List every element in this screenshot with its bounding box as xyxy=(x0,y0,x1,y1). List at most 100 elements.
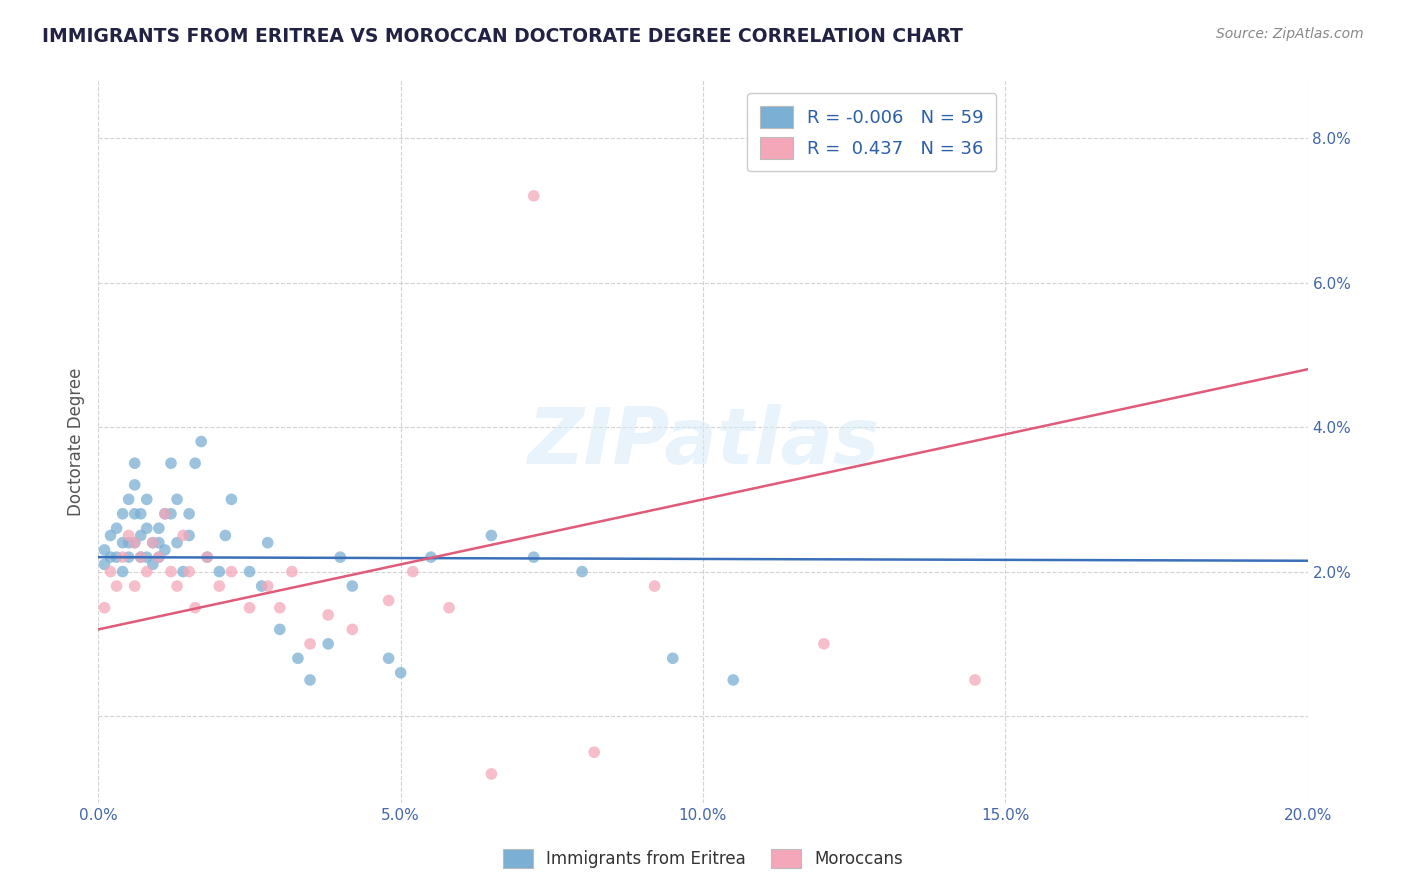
Point xyxy=(269,600,291,615)
Point xyxy=(287,651,309,665)
Point xyxy=(342,623,364,637)
Point xyxy=(153,507,176,521)
Point xyxy=(166,492,188,507)
Point xyxy=(299,637,322,651)
Point xyxy=(179,565,201,579)
Point xyxy=(402,565,425,579)
Point xyxy=(124,535,146,549)
Point xyxy=(148,550,170,565)
Point xyxy=(269,623,291,637)
Point xyxy=(153,507,176,521)
Point xyxy=(160,565,183,579)
Point xyxy=(437,600,460,615)
Point xyxy=(208,579,231,593)
Point xyxy=(118,492,141,507)
Point xyxy=(148,521,170,535)
Point xyxy=(172,528,194,542)
Point xyxy=(105,550,128,565)
Point xyxy=(342,579,364,593)
Point xyxy=(124,478,146,492)
Point xyxy=(118,535,141,549)
Point xyxy=(179,507,201,521)
Point xyxy=(129,550,152,565)
Point xyxy=(100,550,122,565)
Point xyxy=(105,579,128,593)
Point xyxy=(111,507,134,521)
Point xyxy=(142,558,165,572)
Point xyxy=(571,565,593,579)
Legend: Immigrants from Eritrea, Moroccans: Immigrants from Eritrea, Moroccans xyxy=(496,842,910,875)
Point xyxy=(184,456,207,470)
Point xyxy=(723,673,745,687)
Legend: R = -0.006   N = 59, R =  0.437   N = 36: R = -0.006 N = 59, R = 0.437 N = 36 xyxy=(748,93,997,171)
Point xyxy=(135,492,157,507)
Text: ZIPatlas: ZIPatlas xyxy=(527,403,879,480)
Point xyxy=(148,535,170,549)
Point xyxy=(129,550,152,565)
Point xyxy=(377,593,399,607)
Point xyxy=(111,535,134,549)
Point xyxy=(316,637,339,651)
Point xyxy=(239,565,262,579)
Point xyxy=(221,492,243,507)
Point xyxy=(100,565,122,579)
Point xyxy=(256,535,278,549)
Point xyxy=(135,521,157,535)
Point xyxy=(583,745,606,759)
Point xyxy=(172,565,194,579)
Point xyxy=(142,535,165,549)
Point xyxy=(166,579,188,593)
Point xyxy=(135,565,157,579)
Point xyxy=(523,550,546,565)
Point xyxy=(329,550,352,565)
Point xyxy=(135,550,157,565)
Point xyxy=(377,651,399,665)
Point xyxy=(124,507,146,521)
Point xyxy=(299,673,322,687)
Point xyxy=(124,579,146,593)
Point xyxy=(481,528,503,542)
Y-axis label: Doctorate Degree: Doctorate Degree xyxy=(66,368,84,516)
Point xyxy=(190,434,212,449)
Text: IMMIGRANTS FROM ERITREA VS MOROCCAN DOCTORATE DEGREE CORRELATION CHART: IMMIGRANTS FROM ERITREA VS MOROCCAN DOCT… xyxy=(42,27,963,45)
Point xyxy=(208,565,231,579)
Point xyxy=(256,579,278,593)
Point xyxy=(160,507,183,521)
Point xyxy=(93,558,115,572)
Point xyxy=(111,565,134,579)
Point xyxy=(118,550,141,565)
Point xyxy=(250,579,273,593)
Point xyxy=(813,637,835,651)
Point xyxy=(965,673,987,687)
Point xyxy=(420,550,443,565)
Point xyxy=(93,600,115,615)
Point xyxy=(239,600,262,615)
Point xyxy=(195,550,218,565)
Point xyxy=(160,456,183,470)
Point xyxy=(221,565,243,579)
Point xyxy=(661,651,683,665)
Point xyxy=(184,600,207,615)
Point xyxy=(195,550,218,565)
Point xyxy=(124,535,146,549)
Point xyxy=(179,528,201,542)
Point xyxy=(214,528,236,542)
Point xyxy=(124,456,146,470)
Point xyxy=(118,528,141,542)
Point xyxy=(166,535,188,549)
Point xyxy=(93,542,115,557)
Point xyxy=(100,528,122,542)
Point xyxy=(129,528,152,542)
Point xyxy=(523,189,546,203)
Point xyxy=(644,579,666,593)
Point xyxy=(142,535,165,549)
Point xyxy=(389,665,412,680)
Point xyxy=(111,550,134,565)
Point xyxy=(481,767,503,781)
Text: Source: ZipAtlas.com: Source: ZipAtlas.com xyxy=(1216,27,1364,41)
Point xyxy=(316,607,339,622)
Point xyxy=(148,550,170,565)
Point xyxy=(153,542,176,557)
Point xyxy=(281,565,304,579)
Point xyxy=(105,521,128,535)
